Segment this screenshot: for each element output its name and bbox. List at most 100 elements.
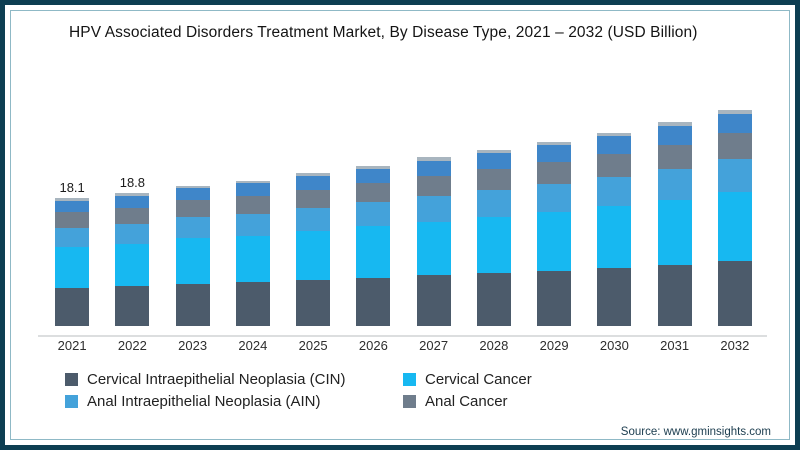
bar-segment	[175, 188, 210, 201]
legend-label: Cervical Intraepithelial Neoplasia (CIN)	[87, 371, 346, 388]
bar-group-2022: 18.8 2022	[102, 95, 162, 353]
bar-segment	[416, 275, 451, 326]
legend-marker-icon	[65, 395, 78, 408]
bar-2027	[416, 157, 451, 326]
bar-segment	[175, 200, 210, 218]
bar-segment	[416, 175, 451, 197]
bar-segment	[235, 213, 270, 236]
bar-segment	[717, 114, 752, 134]
bar-segment	[717, 159, 752, 192]
x-tick-2023: 2023	[178, 338, 208, 353]
legend-label: Cervical Cancer	[425, 371, 532, 388]
bar-segment	[657, 126, 692, 145]
x-tick-2024: 2024	[238, 338, 268, 353]
bar-2029	[537, 141, 572, 326]
x-tick-2025: 2025	[298, 338, 328, 353]
legend-label: Anal Cancer	[425, 393, 508, 410]
legend-marker-icon	[403, 373, 416, 386]
bar-segment	[416, 221, 451, 276]
x-tick-2022: 2022	[117, 338, 147, 353]
bar-segment	[175, 238, 210, 284]
x-tick-2027: 2027	[419, 338, 449, 353]
bar-segment	[717, 261, 752, 326]
bar-segment	[55, 212, 90, 228]
bar-segment	[356, 165, 391, 170]
bar-segment	[296, 208, 331, 232]
bar-group-2032: 2032	[705, 95, 765, 353]
bar-segment	[537, 211, 572, 271]
bar-segment	[296, 231, 331, 281]
bar-segment	[537, 184, 572, 212]
bar-segment	[55, 246, 90, 288]
bar-segment	[235, 196, 270, 214]
bar-segment	[597, 132, 632, 137]
bar-2032	[717, 110, 752, 326]
legend-item-1: Cervical Cancer	[403, 371, 532, 388]
bar-2021	[55, 198, 90, 326]
bar-2030	[597, 132, 632, 326]
bar-segment	[235, 235, 270, 283]
bar-segment	[356, 226, 391, 278]
bar-2028	[476, 149, 511, 326]
legend: Cervical Intraepithelial Neoplasia (CIN)…	[65, 371, 532, 410]
bar-group-2027: 2027	[404, 95, 464, 353]
bar-segment	[175, 185, 210, 189]
plot-area: 18.1 2021 18.8 2022 2023 2024 2025 2026 2027 2028…	[42, 95, 765, 353]
bar-segment	[476, 273, 511, 326]
bar-segment	[657, 264, 692, 326]
bar-segment	[115, 196, 150, 209]
bar-group-2028: 2028	[464, 95, 524, 353]
bar-segment	[717, 133, 752, 160]
bar-segment	[235, 282, 270, 326]
bar-segment	[657, 199, 692, 265]
bar-2026	[356, 165, 391, 326]
bar-segment	[416, 196, 451, 222]
bar-segment	[416, 157, 451, 161]
bar-segment	[296, 280, 331, 326]
bar-total-label-2021: 18.1	[59, 180, 85, 196]
bar-group-2021: 18.1 2021	[42, 95, 102, 353]
bar-segment	[597, 153, 632, 178]
x-tick-2032: 2032	[720, 338, 750, 353]
bar-segment	[115, 224, 150, 245]
bar-segment	[657, 122, 692, 127]
x-tick-2030: 2030	[599, 338, 629, 353]
bar-group-2025: 2025	[283, 95, 343, 353]
bar-2031	[657, 122, 692, 326]
bar-group-2023: 2023	[163, 95, 223, 353]
x-tick-2028: 2028	[479, 338, 509, 353]
bar-2025	[296, 172, 331, 326]
legend-label: Anal Intraepithelial Neoplasia (AIN)	[87, 393, 321, 410]
bar-segment	[537, 162, 572, 185]
bar-2022	[115, 193, 150, 326]
x-tick-2029: 2029	[539, 338, 569, 353]
bar-group-2031: 2031	[645, 95, 705, 353]
bar-segment	[296, 189, 331, 209]
bar-segment	[476, 216, 511, 274]
bar-segment	[476, 153, 511, 169]
bar-group-2024: 2024	[223, 95, 283, 353]
x-axis-line	[38, 335, 767, 337]
bar-segment	[115, 286, 150, 326]
bar-segment	[537, 270, 572, 326]
bar-segment	[55, 227, 90, 247]
bar-segment	[537, 145, 572, 163]
legend-item-2: Anal Intraepithelial Neoplasia (AIN)	[65, 393, 403, 410]
bar-segment	[356, 278, 391, 326]
bar-segment	[657, 169, 692, 200]
bar-2023	[175, 185, 210, 326]
bar-segment	[597, 136, 632, 154]
bar-segment	[476, 168, 511, 190]
bar-segment	[175, 217, 210, 239]
bar-group-2026: 2026	[343, 95, 403, 353]
bar-segment	[235, 183, 270, 197]
bar-segment	[55, 201, 90, 213]
legend-item-0: Cervical Intraepithelial Neoplasia (CIN)	[65, 371, 403, 388]
x-tick-2021: 2021	[57, 338, 87, 353]
x-tick-2031: 2031	[660, 338, 690, 353]
bar-total-label-2022: 18.8	[119, 175, 146, 191]
bar-segment	[356, 183, 391, 203]
bar-segment	[175, 283, 210, 326]
bar-segment	[115, 208, 150, 225]
